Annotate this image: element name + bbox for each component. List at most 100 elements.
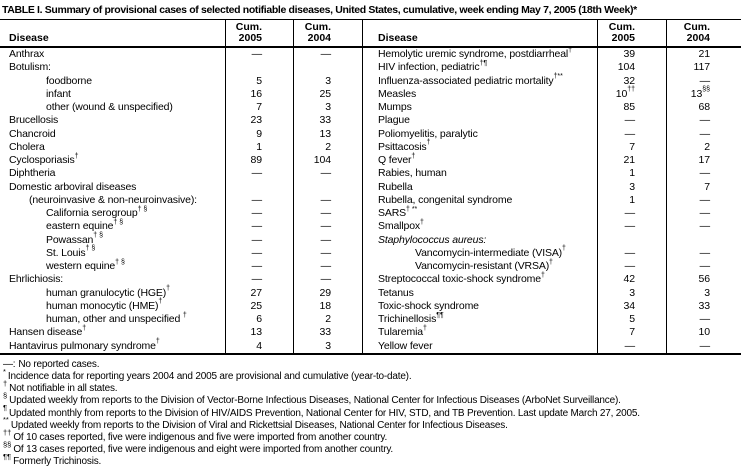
disease-label: Q fever† <box>378 152 416 167</box>
disease-label: Anthrax <box>9 48 45 60</box>
cum-2005-value: 9 <box>225 127 293 141</box>
footnote-marker: §§ <box>3 439 12 449</box>
cum-2004-value: 3 <box>293 101 362 115</box>
footnote-text: Incidence data for reporting years 2004 … <box>7 370 412 382</box>
disease-cell: Hansen disease† <box>0 325 225 339</box>
disease-cell: foodborne <box>0 75 225 88</box>
header-cum-2005-right: Cum. 2005 <box>597 20 666 46</box>
disease-label: Psittacosis† <box>378 139 431 153</box>
disease-cell: Brucellosis <box>0 114 225 127</box>
table-row: human monocytic (HME)† 25 18 Toxic-shock sy… <box>0 298 741 313</box>
footnote-text: Not notifiable in all states. <box>9 383 118 395</box>
disease-cell: Rubella <box>362 180 597 194</box>
disease-label: Brucellosis <box>9 114 59 127</box>
cum-2004-value: 21 <box>666 48 741 62</box>
table-row: Chancroid 9 13 Poliomyelitis, paralytic — — <box>0 127 741 141</box>
disease-label: other (wound & unspecified) <box>46 101 173 113</box>
cum-2005-value: 16 <box>225 87 293 101</box>
cum-2005-value: 42 <box>597 273 666 287</box>
cum-2004-value: — <box>666 339 741 353</box>
cum-2004-value: 10 <box>666 326 741 340</box>
disease-label: Influenza-associated pediatric mortality… <box>378 73 563 87</box>
disease-cell: Rabies, human <box>362 167 597 181</box>
disease-label: Powassan† § <box>46 232 103 246</box>
cum-2005-value: 34 <box>597 299 666 313</box>
footnote-line: §§ Of 13 cases reported, five were indige… <box>3 441 741 456</box>
disease-cell: Toxic-shock syndrome <box>362 299 597 313</box>
notifiable-diseases-table: Disease Cum. 2005 Cum. 2004 Disease Cum.… <box>0 19 741 355</box>
cum-2005-value: 7 <box>225 101 293 115</box>
cum-2005-value: 85 <box>597 101 666 115</box>
disease-label: Chancroid <box>9 127 56 140</box>
cum-2005-value <box>597 233 666 247</box>
table-row: eastern equine† § — — Smallpox† — — <box>0 219 741 234</box>
disease-cell: Yellow fever <box>362 339 597 353</box>
footnote-marker: †† <box>3 427 12 437</box>
disease-label: western equine† § <box>46 258 125 273</box>
table-row: Domestic arboviral diseases Rubella 3 7 <box>0 180 741 194</box>
cum-2004-value: — <box>293 207 362 221</box>
header-cum-2004-right: Cum. 2004 <box>666 20 741 46</box>
footnote-marker: † <box>3 378 8 388</box>
disease-label: California serogroup† § <box>46 205 148 220</box>
disease-cell: human granulocytic (HGE)† <box>0 285 225 300</box>
disease-label: Vancomycin-intermediate (VISA)† <box>415 245 566 259</box>
cum-2005-value: — <box>597 260 666 274</box>
footnote-text: Updated weekly from reports to the Divis… <box>10 419 508 431</box>
cum-2004-value: — <box>666 313 741 327</box>
footnote-line: †† Of 10 cases reported, five were indige… <box>3 428 741 444</box>
disease-cell: Psittacosis† <box>362 139 597 154</box>
cum-2005-value: 13 <box>225 326 293 340</box>
disease-cell: Influenza-associated pediatric mortality… <box>362 73 597 88</box>
disease-label: human monocytic (HME)† <box>46 298 163 312</box>
cum-2004-value: 13§§ <box>666 86 741 101</box>
cum-2005-value: — <box>597 339 666 353</box>
disease-label: Poliomyelitis, paralytic <box>378 127 478 140</box>
table-row: Botulism: HIV infection, pediatric†¶ 104 11… <box>0 60 741 75</box>
disease-cell: (neuroinvasive & non-neuroinvasive): <box>0 194 225 207</box>
footnotes-section: —: No reported cases. * Incidence data for … <box>0 359 741 469</box>
disease-label: Domestic arboviral diseases <box>9 180 137 193</box>
cum-2005-value: 39 <box>597 48 666 62</box>
table-row: infant 16 25 Measles 10†† 13§§ <box>0 86 741 101</box>
table-body: Anthrax — — Hemolytic uremic syndrome, post… <box>0 47 741 353</box>
cum-2004-value: 3 <box>293 339 362 353</box>
cum-2005-value: — <box>225 246 293 260</box>
table-row: Cholera 1 2 Psittacosis† 7 2 <box>0 139 741 154</box>
cum-2005-value: 5 <box>597 313 666 327</box>
cum-2004-value <box>293 61 362 75</box>
disease-cell: St. Louis† § <box>0 245 225 260</box>
disease-cell: Plague <box>362 114 597 128</box>
cum-2004-value: — <box>666 114 741 128</box>
cum-2004-value: — <box>666 74 741 88</box>
cum-2004-value: — <box>666 220 741 234</box>
disease-cell: Mumps <box>362 101 597 115</box>
cum-2004-value: — <box>666 167 741 181</box>
cum-2005-value: 21 <box>597 154 666 168</box>
cum-2004-value: — <box>293 260 362 274</box>
disease-label: Measles <box>378 87 417 100</box>
cum-2004-value: 68 <box>666 101 741 115</box>
disease-label: Trichinellosis¶¶ <box>378 311 444 326</box>
cum-2004-value: 117 <box>666 61 741 75</box>
table-row: (neuroinvasive & non-neuroinvasive): — — Ru… <box>0 193 741 207</box>
table-row: western equine† § — — Vancomycin-resistant … <box>0 258 741 274</box>
disease-cell: infant <box>0 88 225 101</box>
cum-2005-value: — <box>225 273 293 287</box>
disease-label: SARS† ** <box>378 205 418 220</box>
disease-label: Mumps <box>378 101 412 113</box>
cum-2005-value: — <box>597 246 666 260</box>
footnote-marker: ** <box>3 415 9 425</box>
disease-cell: Ehrlichiosis: <box>0 273 225 286</box>
cum-2004-value: 7 <box>666 180 741 194</box>
disease-label: Tularemia† <box>378 324 427 339</box>
cum-2004-value: — <box>666 246 741 260</box>
disease-cell: human monocytic (HME)† <box>0 298 225 313</box>
cum-2005-value: 1 <box>597 193 666 207</box>
header-disease-right: Disease <box>362 20 597 46</box>
disease-label: Rubella <box>378 180 413 193</box>
disease-cell: Measles <box>362 87 597 101</box>
table-row: St. Louis† § — — Vancomycin-intermediate (V… <box>0 245 741 260</box>
disease-label: Cholera <box>9 140 45 153</box>
